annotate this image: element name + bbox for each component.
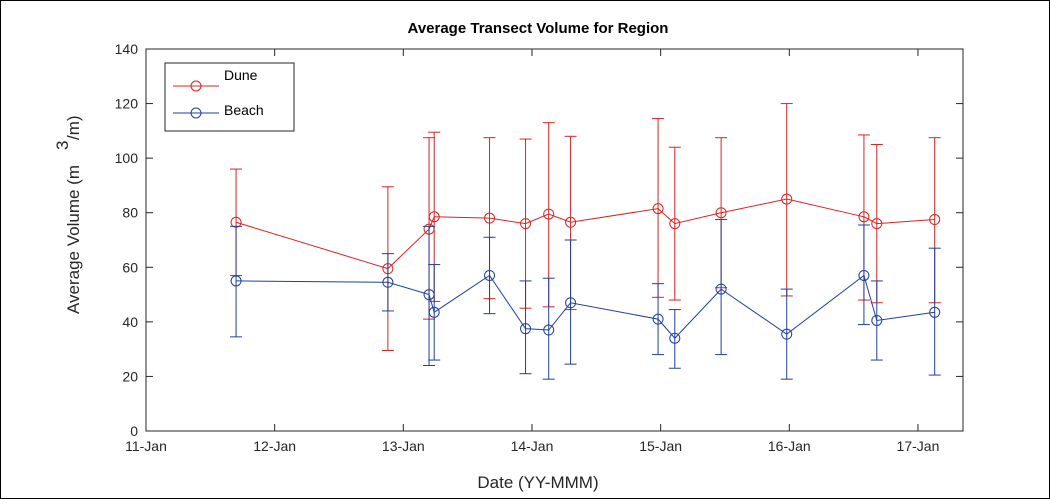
chart-title: Average Transect Volume for Region	[408, 20, 669, 37]
series-beach	[230, 219, 941, 380]
data-point-dune	[858, 211, 870, 223]
x-axis-label: Date (YY-MMM)	[477, 473, 598, 492]
plot-area	[145, 48, 964, 432]
error-bar-beach	[230, 225, 243, 338]
data-point-dune	[565, 216, 577, 228]
x-tick-label: 11-Jan	[125, 438, 167, 454]
y-tick-label: 120	[115, 96, 139, 112]
error-bar-dune	[652, 118, 665, 298]
legend-label-beach: Beach	[224, 102, 264, 118]
y-tick-label: 20	[122, 368, 138, 384]
data-point-dune	[543, 208, 555, 220]
data-point-dune	[715, 207, 727, 219]
data-point-beach	[652, 313, 664, 325]
error-bar-beach	[564, 239, 577, 365]
data-point-dune	[652, 203, 664, 215]
error-bar-beach	[542, 277, 555, 380]
x-tick-label: 14-Jan	[511, 438, 554, 454]
data-point-dune	[871, 218, 883, 230]
legend: Dune Beach	[164, 62, 295, 132]
data-point-dune	[484, 212, 496, 224]
data-point-beach	[565, 297, 577, 309]
data-point-beach	[929, 306, 941, 318]
y-axis-label-superscript: 3	[53, 141, 72, 150]
y-axis-label: Average Volume (m	[64, 165, 83, 314]
x-tick-label: 12-Jan	[253, 438, 296, 454]
y-tick-label: 40	[122, 314, 138, 330]
error-bar-beach	[519, 280, 532, 375]
series-dune	[230, 103, 941, 352]
data-point-dune	[428, 211, 440, 223]
data-point-beach	[382, 276, 394, 288]
data-point-beach	[669, 332, 681, 344]
error-bar-beach	[857, 224, 870, 326]
data-point-beach	[871, 314, 883, 326]
data-point-dune	[520, 218, 532, 230]
data-point-beach	[423, 289, 435, 301]
legend-marker-beach	[190, 107, 202, 119]
x-tick-label: 13-Jan	[382, 438, 425, 454]
x-axis: 11-Jan 12-Jan 13-Jan 14-Jan 15-Jan 16-Jan 17-J…	[125, 49, 939, 454]
data-point-beach	[428, 306, 440, 318]
x-tick-label: 15-Jan	[639, 438, 682, 454]
data-point-beach	[715, 283, 727, 295]
y-axis-label-tail: /m)	[64, 115, 83, 140]
data-point-beach	[520, 323, 532, 335]
series-line-dune	[235, 198, 935, 270]
x-tick-label: 16-Jan	[768, 438, 811, 454]
data-point-beach	[543, 324, 555, 336]
y-tick-label: 60	[122, 259, 138, 275]
y-tick-label: 80	[122, 205, 138, 221]
x-tick-label: 17-Jan	[897, 438, 940, 454]
y-tick-label: 0	[130, 423, 138, 439]
data-point-beach	[858, 269, 870, 281]
error-bar-beach	[928, 247, 941, 376]
data-point-dune	[669, 218, 681, 230]
error-bar-beach	[715, 219, 728, 356]
y-tick-label: 100	[115, 150, 139, 166]
legend-box	[164, 62, 295, 132]
data-point-beach	[484, 269, 496, 281]
data-point-dune	[781, 193, 793, 205]
data-point-dune	[929, 214, 941, 226]
y-tick-label: 140	[115, 41, 139, 57]
legend-label-dune: Dune	[224, 67, 258, 83]
data-point-beach	[230, 275, 242, 287]
series-line-beach	[236, 274, 935, 339]
data-point-beach	[781, 328, 793, 340]
y-axis: 0 20 40 60 80 100 120 140	[115, 41, 963, 439]
legend-marker-dune	[190, 80, 202, 92]
series-layer	[230, 103, 941, 380]
